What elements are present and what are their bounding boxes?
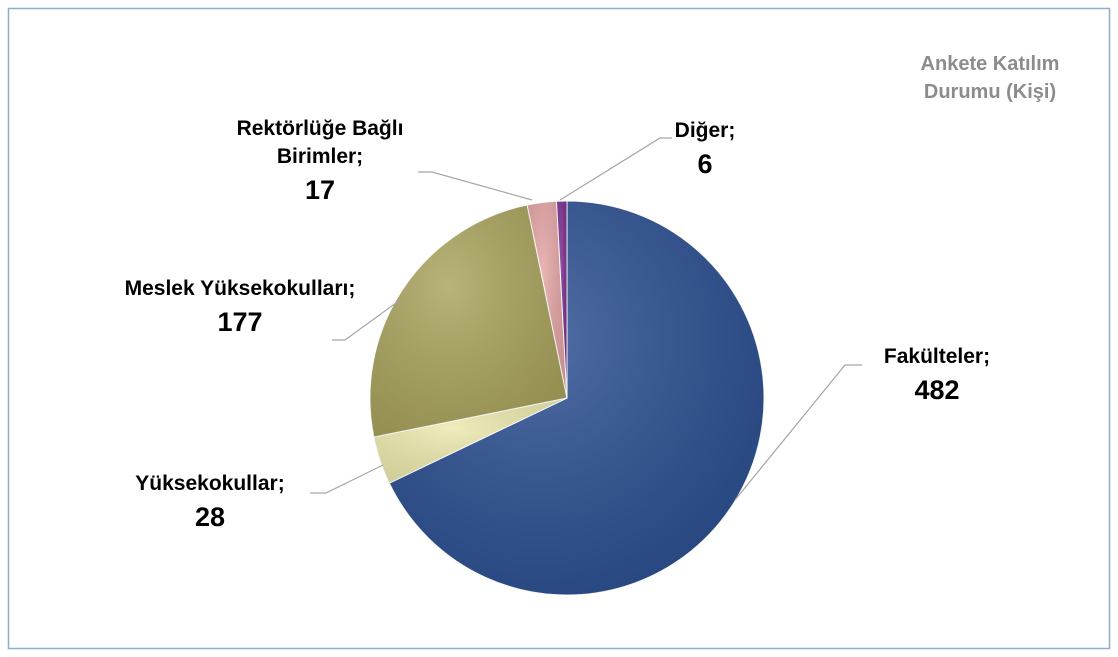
leader-line xyxy=(418,171,533,201)
value-label: 28 xyxy=(194,502,226,532)
slice-shade xyxy=(373,398,567,484)
value-label: 17 xyxy=(304,175,336,205)
slice-shade xyxy=(556,201,567,398)
leader-line xyxy=(332,299,401,341)
category-label: Yüksekokullar; xyxy=(135,472,285,495)
pie xyxy=(369,200,765,596)
slice-shade xyxy=(369,205,567,437)
value-label: 6 xyxy=(697,149,713,179)
data-label: Diğer; 6 xyxy=(660,117,750,183)
category-label: Meslek Yüksekokulları; xyxy=(124,277,356,300)
chart-border xyxy=(7,7,1111,650)
leader-line xyxy=(734,364,862,501)
category-label: Rektörlüğe Bağlı Birimler; xyxy=(236,117,404,168)
leader-line xyxy=(559,137,672,201)
data-label: Meslek Yüksekokulları; 177 xyxy=(110,275,370,341)
data-label: Fakülteler; 482 xyxy=(862,343,1012,409)
data-label: Rektörlüğe Bağlı Birimler; 17 xyxy=(210,115,430,209)
data-label: Yüksekokullar; 28 xyxy=(95,470,325,536)
category-label: Fakülteler; xyxy=(883,345,991,368)
category-label: Diğer; xyxy=(674,119,736,142)
chart-title: Ankete Katılım Durumu (Kişi) xyxy=(920,53,1060,103)
value-label: 482 xyxy=(914,375,960,405)
slice-shade xyxy=(389,201,764,596)
slice-shade xyxy=(527,201,567,398)
value-label: 177 xyxy=(217,307,263,337)
leader-line xyxy=(310,464,384,494)
leader-lines xyxy=(310,137,862,501)
